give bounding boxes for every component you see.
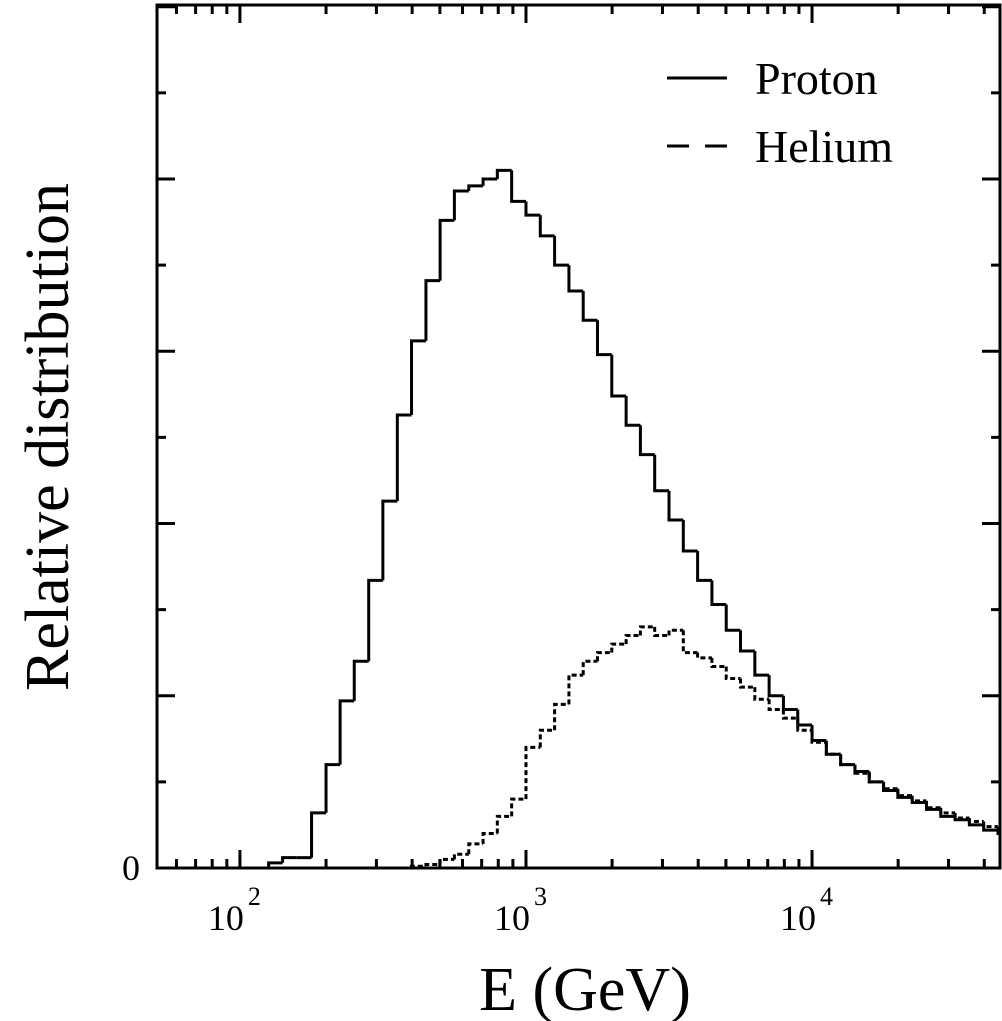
histogram-step — [481, 177, 498, 186]
histogram-step — [653, 626, 670, 637]
histogram-step — [739, 678, 755, 689]
x-tick-exponent: 2 — [248, 882, 261, 911]
histogram-step — [824, 740, 841, 756]
histogram-step — [510, 170, 526, 203]
histogram-step — [624, 633, 641, 645]
histogram-step — [696, 652, 712, 660]
histogram-step — [867, 771, 884, 784]
histogram-step — [681, 630, 698, 655]
histogram-step — [352, 659, 369, 701]
histogram-step — [982, 824, 998, 832]
histogram-step — [824, 742, 841, 756]
histogram-step — [839, 754, 855, 767]
histogram-step — [495, 168, 512, 179]
histogram-step — [710, 657, 727, 668]
histogram-step — [939, 807, 956, 815]
histogram-step — [595, 651, 612, 662]
x-tick-label: 10 — [780, 898, 816, 938]
histogram-step — [996, 826, 1000, 832]
histogram-step — [967, 818, 984, 823]
y-axis-label: Relative distribution — [14, 183, 82, 691]
histogram-step — [667, 490, 684, 522]
histogram-step — [424, 279, 441, 341]
histogram-step — [710, 580, 727, 606]
legend-label: Proton — [755, 53, 878, 104]
histogram-step — [882, 781, 898, 791]
histogram-step — [281, 856, 297, 863]
histogram-step — [796, 709, 813, 727]
histogram-step — [467, 842, 484, 855]
histogram-step — [524, 201, 541, 217]
histogram-step — [553, 235, 569, 267]
histogram-step — [867, 773, 884, 784]
y-tick-label: 0 — [122, 848, 140, 888]
x-tick-exponent: 3 — [534, 882, 547, 911]
histogram-step — [524, 745, 541, 800]
histogram-step — [310, 811, 327, 858]
histogram-step — [953, 812, 970, 820]
histogram-step — [481, 832, 498, 844]
histogram-step — [853, 764, 870, 775]
histogram-step — [267, 861, 283, 868]
histogram-step — [452, 189, 469, 221]
histogram-step — [495, 814, 512, 834]
histogram-step — [667, 628, 684, 636]
histogram-step — [739, 630, 755, 653]
histogram-step — [610, 642, 627, 653]
histogram-step — [924, 800, 941, 810]
histogram-step — [724, 666, 741, 681]
histogram-step — [438, 857, 455, 865]
histogram-step — [910, 795, 927, 803]
histogram-step — [410, 339, 426, 415]
histogram-step — [810, 725, 827, 743]
histogram-step — [610, 354, 627, 398]
histogram-step — [767, 699, 784, 712]
histogram-step — [595, 320, 612, 357]
histogram-step — [538, 728, 555, 748]
histogram-step — [796, 718, 813, 732]
histogram-step — [381, 499, 398, 581]
histogram-step — [839, 754, 855, 767]
x-tick-label: 10 — [494, 898, 530, 938]
histogram-step — [553, 702, 569, 731]
histogram-step — [581, 659, 598, 676]
histogram-step — [767, 675, 784, 698]
legend-label: Helium — [755, 121, 893, 172]
histogram-step — [324, 763, 341, 813]
histogram-step — [810, 730, 827, 744]
histogram-step — [696, 551, 712, 582]
histogram-step — [724, 604, 741, 632]
histogram-step — [753, 650, 770, 677]
histogram-step — [624, 396, 641, 427]
histogram-step — [638, 425, 655, 457]
x-tick-label: 10 — [208, 898, 244, 938]
histogram-step — [395, 413, 412, 502]
plot-area — [267, 168, 1000, 868]
histogram-step — [538, 215, 555, 238]
histogram-step — [853, 764, 870, 774]
histogram-step — [338, 699, 355, 765]
histogram-step — [567, 673, 584, 705]
histogram-step — [424, 863, 441, 867]
histogram-step — [581, 290, 598, 322]
x-tick-exponent: 4 — [820, 882, 833, 911]
histogram-step — [367, 578, 383, 662]
histogram-step — [510, 797, 526, 817]
histogram-step — [653, 454, 670, 493]
histogram-step — [753, 687, 770, 701]
histogram-step — [681, 520, 698, 553]
histogram-step — [452, 852, 469, 860]
histogram-step — [410, 864, 426, 868]
histogram-step — [982, 821, 998, 829]
histogram-step — [638, 625, 655, 636]
x-axis-label: E (GeV) — [479, 956, 691, 1021]
histogram-step — [567, 265, 584, 293]
histogram-step — [896, 788, 913, 798]
histogram-step — [467, 184, 484, 192]
histogram-step — [781, 695, 798, 712]
histogram-step — [438, 218, 455, 281]
histogram-step — [781, 709, 798, 720]
